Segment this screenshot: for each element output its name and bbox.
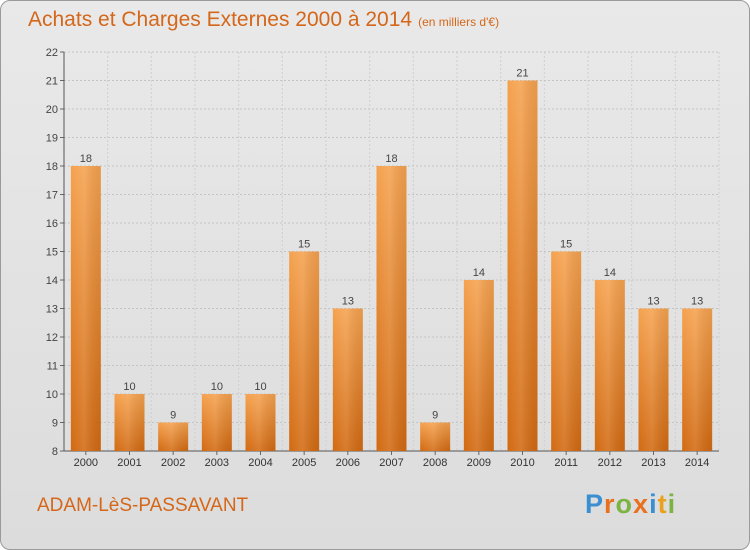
x-tick-label: 2010: [510, 457, 534, 469]
y-tick-label: 16: [46, 218, 58, 230]
x-tick-label: 2011: [554, 457, 578, 469]
x-tick-label: 2014: [685, 457, 709, 469]
logo-letter: x: [633, 489, 650, 519]
data-label: 14: [473, 267, 485, 279]
bar-sheen: [507, 80, 538, 451]
y-tick-label: 11: [47, 361, 58, 373]
logo-letter: i: [667, 489, 677, 519]
x-tick-label: 2007: [379, 457, 403, 469]
town-name: ADAM-LèS-PASSAVANT: [37, 495, 249, 516]
bar-sheen: [289, 251, 320, 451]
data-label: 21: [516, 68, 528, 80]
bars: [70, 80, 713, 451]
bar-sheen: [114, 394, 145, 451]
logo-letter: P: [585, 489, 605, 519]
data-label: 9: [432, 410, 438, 422]
bar-sheen: [332, 308, 363, 451]
data-label: 15: [560, 239, 572, 251]
data-label: 13: [342, 296, 354, 308]
y-tick-label: 22: [46, 47, 58, 59]
chart-title: Achats et Charges Externes 2000 à 2014 (e…: [28, 8, 500, 31]
data-label: 10: [123, 381, 135, 393]
bar-sheen: [682, 308, 713, 451]
y-tick-label: 10: [46, 389, 58, 401]
bar-sheen: [638, 308, 669, 451]
data-label: 14: [604, 267, 616, 279]
x-tick-label: 2012: [598, 457, 622, 469]
logo-letter: o: [615, 489, 634, 519]
data-label: 9: [170, 410, 176, 422]
bar-sheen: [551, 251, 582, 451]
data-label: 13: [647, 296, 659, 308]
chart-unit: (en milliers d'€): [418, 15, 500, 29]
x-tick-label: 2009: [467, 457, 491, 469]
x-tick-label: 2003: [205, 457, 229, 469]
bar-sheen: [245, 394, 276, 451]
bar-sheen: [463, 280, 494, 451]
y-tick-label: 13: [46, 304, 58, 316]
x-tick-label: 2008: [423, 457, 447, 469]
data-label: 10: [211, 381, 223, 393]
x-tick-label: 2002: [161, 457, 185, 469]
logo-letter: i: [649, 489, 658, 519]
y-tick-label: 21: [46, 76, 58, 88]
data-label: 18: [80, 153, 92, 165]
x-tick-label: 2004: [248, 457, 272, 469]
y-tick-label: 20: [46, 104, 58, 116]
data-label: 13: [691, 296, 703, 308]
bar-sheen: [201, 394, 232, 451]
bar-sheen: [376, 166, 407, 451]
x-tick-label: 2013: [641, 457, 665, 469]
labels: 8 9 10 11 12 13 14 15 16 17 18 19 20 21 22 18 2000 10 2001…: [46, 47, 710, 469]
y-tick-label: 8: [52, 446, 58, 458]
y-tick-label: 19: [46, 133, 58, 145]
data-label: 10: [254, 381, 266, 393]
y-tick-label: 14: [46, 275, 58, 287]
y-tick-label: 17: [46, 190, 58, 202]
y-tick-label: 18: [46, 161, 58, 173]
bar-sheen: [70, 166, 101, 451]
x-tick-label: 2001: [117, 457, 141, 469]
x-tick-label: 2006: [336, 457, 360, 469]
bar-sheen: [158, 422, 189, 451]
data-label: 15: [298, 239, 310, 251]
logo-letter: t: [657, 489, 668, 519]
y-tick-label: 15: [46, 247, 58, 259]
logo-letter: r: [604, 489, 616, 519]
data-label: 18: [385, 153, 397, 165]
bar-sheen: [420, 422, 451, 451]
y-tick-label: 12: [46, 332, 58, 344]
proxiti-logo: Proxiti: [585, 489, 676, 520]
y-tick-label: 9: [52, 418, 58, 430]
bar-sheen: [594, 280, 625, 451]
x-tick-label: 2000: [74, 457, 98, 469]
x-tick-label: 2005: [292, 457, 316, 469]
